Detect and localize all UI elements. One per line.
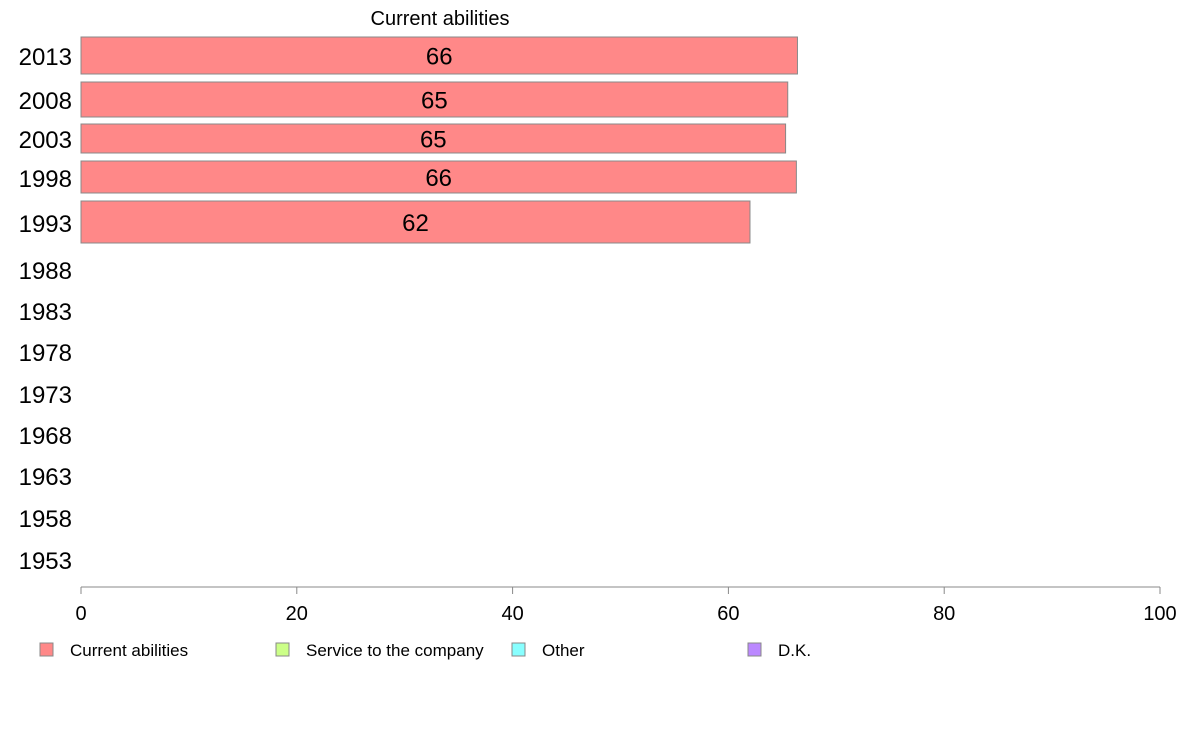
y-tick-label: 1988	[19, 258, 72, 285]
y-tick-label: 2003	[19, 127, 72, 154]
chart-title: Current abilities	[371, 8, 510, 30]
x-tick-label: 0	[75, 603, 86, 625]
legend-label: Current abilities	[70, 641, 188, 660]
legend-swatch	[747, 642, 762, 657]
x-tick-label: 60	[717, 603, 739, 625]
legend-swatch	[39, 642, 54, 657]
y-axis-labels: 2013 2008 2003 1998 1993 1988 1983 1978 1973 1968…	[19, 44, 72, 575]
bar	[80, 123, 787, 154]
bar	[80, 81, 789, 118]
legend-label: Other	[542, 641, 585, 660]
data-label: 65	[420, 127, 447, 154]
legend-swatch	[511, 642, 526, 657]
y-tick-label: 1983	[19, 299, 72, 326]
legend-swatch	[275, 642, 290, 657]
bars-layer: 66 65 65 66 62	[80, 36, 798, 244]
legend-label: D.K.	[778, 641, 811, 660]
y-tick-label: 1998	[19, 166, 72, 193]
legend-label: Service to the company	[306, 641, 484, 660]
legend: Current abilities Service to the company O…	[39, 641, 811, 660]
bar	[80, 160, 797, 194]
x-tick-label: 40	[501, 603, 523, 625]
x-tick-label: 20	[286, 603, 308, 625]
data-label: 66	[426, 44, 453, 71]
y-tick-label: 2013	[19, 44, 72, 71]
y-tick-label: 1978	[19, 340, 72, 367]
y-tick-label: 1993	[19, 211, 72, 238]
x-tick-label: 100	[1143, 603, 1176, 625]
data-label: 66	[425, 165, 452, 192]
y-tick-label: 1968	[19, 423, 72, 450]
y-tick-label: 1958	[19, 506, 72, 533]
data-label: 65	[421, 88, 448, 115]
y-tick-label: 1963	[19, 464, 72, 491]
bar	[80, 200, 751, 244]
y-tick-label: 1953	[19, 548, 72, 575]
y-tick-label: 1973	[19, 382, 72, 409]
data-label: 62	[402, 210, 429, 237]
bar	[80, 36, 798, 75]
y-tick-label: 2008	[19, 88, 72, 115]
x-tick-label: 80	[933, 603, 955, 625]
x-axis: 0 20 40 60 80 100	[75, 586, 1177, 625]
